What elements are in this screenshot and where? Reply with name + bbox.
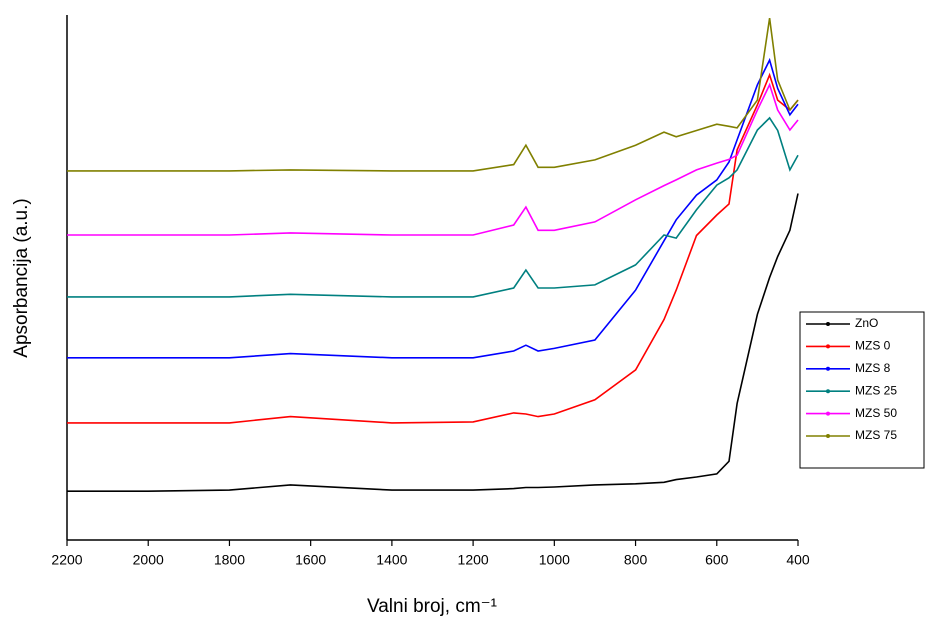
x-tick-label: 1200 <box>458 552 489 568</box>
x-tick-label: 600 <box>705 552 729 568</box>
legend-label: MZS 25 <box>855 383 897 397</box>
legend-label: MZS 75 <box>855 428 897 442</box>
x-tick-label: 800 <box>624 552 648 568</box>
legend-marker <box>826 322 830 326</box>
series-line <box>67 193 799 492</box>
legend-marker <box>826 434 830 438</box>
legend-box <box>799 311 925 469</box>
series-line <box>67 72 799 424</box>
legend-marker <box>826 389 830 394</box>
legend-marker <box>826 366 830 371</box>
series-line <box>67 82 799 236</box>
series-line <box>67 116 799 298</box>
x-tick-label: 2000 <box>133 552 164 568</box>
legend-label: MZS 50 <box>855 406 897 420</box>
x-tick-label: 2200 <box>51 552 82 568</box>
x-axis-title: Valni broj, cm⁻¹ <box>367 596 497 617</box>
legend-marker <box>826 344 830 349</box>
legend-label: MZS 8 <box>855 361 891 375</box>
series-line <box>67 17 799 172</box>
legend-label: MZS 0 <box>855 339 891 353</box>
x-tick-label: 1600 <box>295 552 326 568</box>
legend-label: ZnO <box>855 316 878 330</box>
x-tick-label: 400 <box>786 552 810 568</box>
series-line <box>67 57 799 359</box>
y-axis-title: Apsorbancija (a.u.) <box>11 198 32 357</box>
legend-marker <box>826 411 830 416</box>
x-tick-label: 1800 <box>214 552 245 568</box>
x-tick-label: 1000 <box>539 552 570 568</box>
x-tick-label: 1400 <box>376 552 407 568</box>
